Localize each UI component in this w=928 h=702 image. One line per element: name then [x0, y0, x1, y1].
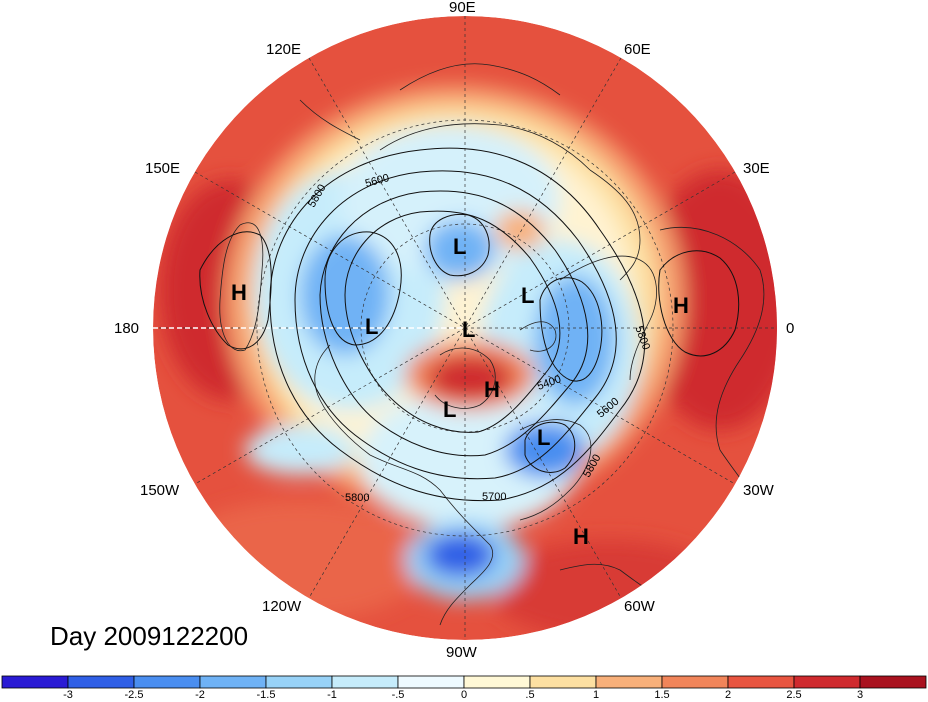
lon-label-30w: 30W	[743, 482, 774, 499]
colorbar-tick-label: -2	[195, 689, 205, 701]
colorbar-box	[595, 675, 663, 689]
colorbar-tick-label: -1	[327, 689, 337, 701]
colorbar-tick-label: -.5	[391, 689, 405, 701]
colorbar-tick-label: -2.5	[124, 689, 144, 701]
colorbar-box	[1, 675, 69, 689]
lon-label-0: 0	[786, 320, 795, 337]
lon-label-150w: 150W	[140, 482, 180, 499]
anomaly-field	[153, 16, 777, 640]
lon-label-150e: 150E	[145, 160, 181, 177]
high-pressure-marker: H	[673, 293, 689, 318]
lon-label-120w: 120W	[262, 598, 302, 615]
high-pressure-marker: H	[231, 280, 247, 305]
contour-label: 5800	[345, 492, 370, 504]
colorbar-tick-label: 2	[724, 689, 732, 701]
lon-label-180: 180	[114, 320, 140, 337]
colorbar-box	[199, 675, 267, 689]
colorbar-box	[793, 675, 861, 689]
colorbar-tick-label: 1.5	[654, 689, 670, 701]
high-pressure-marker: H	[573, 524, 589, 549]
lon-label-30e: 30E	[743, 160, 770, 177]
low-pressure-marker: L	[453, 234, 467, 259]
height-contours	[199, 147, 740, 502]
colorbar-box	[397, 675, 465, 689]
low-pressure-marker: L	[521, 283, 535, 308]
colorbar-tick-label: 3	[856, 689, 864, 701]
day-label: Day 2009122200	[50, 621, 249, 651]
contour-label: 5700	[482, 491, 507, 503]
low-pressure-marker: L	[365, 314, 379, 339]
colorbar-box	[133, 675, 201, 689]
lon-label-60e: 60E	[624, 41, 651, 58]
low-pressure-marker: L	[537, 425, 551, 450]
colorbar-box	[529, 675, 597, 689]
low-pressure-marker: L	[462, 317, 476, 342]
colorbar-box	[67, 675, 135, 689]
lon-label-90e: 90E	[449, 0, 476, 16]
colorbar-box	[331, 675, 399, 689]
colorbar	[1, 675, 927, 689]
colorbar-box	[265, 675, 333, 689]
high-pressure-marker: H	[484, 377, 500, 402]
lon-label-90w: 90W	[446, 644, 477, 661]
low-pressure-marker: L	[443, 397, 457, 422]
colorbar-tick-label: -3	[63, 689, 73, 701]
colorbar-box	[727, 675, 795, 689]
colorbar-box	[859, 675, 927, 689]
colorbar-box	[661, 675, 729, 689]
colorbar-box	[463, 675, 531, 689]
colorbar-tick-label: -1.5	[256, 689, 276, 701]
colorbar-tick-label: 0	[460, 689, 468, 701]
lon-label-60w: 60W	[624, 598, 655, 615]
lon-label-120e: 120E	[266, 41, 302, 58]
colorbar-tick-label: .5	[525, 689, 535, 701]
colorbar-tick-label: 2.5	[786, 689, 802, 701]
colorbar-tick-label: 1	[592, 689, 600, 701]
